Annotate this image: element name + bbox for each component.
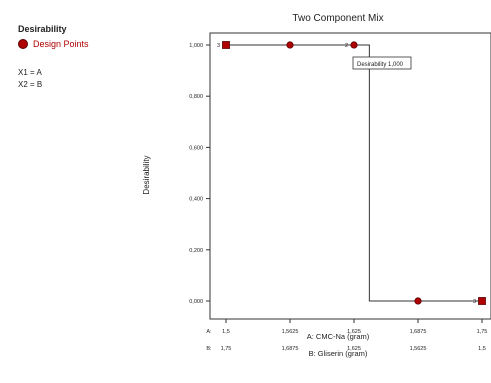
y-axis-label: Desirability xyxy=(142,155,151,194)
x-tick-label-b: 1,75 xyxy=(221,346,232,352)
y-tick-label: 0,800 xyxy=(189,94,203,100)
x-row-prefix-a: A: xyxy=(206,329,212,335)
y-tick-label: 0,200 xyxy=(189,248,203,254)
legend-title: Desirability xyxy=(18,24,67,34)
design-point-circle xyxy=(350,41,358,49)
desirability-tooltip: Desirability 1,000 xyxy=(352,56,412,70)
x-tick-label-b: 1,5 xyxy=(478,346,486,352)
chart-title: Two Component Mix xyxy=(292,13,383,24)
series-line xyxy=(226,44,482,302)
design-point-square xyxy=(478,297,486,305)
design-point-circle xyxy=(414,297,422,305)
design-point-count-label: 2 xyxy=(345,43,348,49)
y-tick-label: 1,000 xyxy=(189,43,203,49)
variable-mapping: X1 = A X2 = B xyxy=(18,67,42,91)
legend-design-points-label: Design Points xyxy=(33,39,89,49)
y-axis: 0,000 0,200 0,400 0,600 0,800 1,000 xyxy=(189,43,210,305)
x-tick-label-a: 1,5 xyxy=(222,329,230,335)
x-tick-label-a: 1,6875 xyxy=(410,329,427,335)
x-tick-label-b: 1,6875 xyxy=(282,346,299,352)
x-row-prefix-b: B: xyxy=(206,346,212,352)
x-tick-label-a: 1,75 xyxy=(477,329,488,335)
x-axis: 1,5 1,75 1,5625 1,6875 1,625 1,625 1,6875 1,562… xyxy=(221,319,488,352)
design-point-square xyxy=(222,41,230,49)
mapping-x2: X2 = B xyxy=(18,80,43,89)
tooltip-box xyxy=(352,56,412,70)
x-tick-label-b: 1,5625 xyxy=(410,346,427,352)
design-point-count-label: 3 xyxy=(473,299,476,305)
x-axis-label-b: B: Gliserin (gram) xyxy=(309,349,368,358)
legend-design-points: Design Points xyxy=(18,39,89,49)
mapping-x1: X1 = A xyxy=(18,68,42,77)
x-tick-label-a: 1,625 xyxy=(347,329,361,335)
y-tick-label: 0,600 xyxy=(189,145,203,151)
design-point-count-label: 3 xyxy=(217,43,220,49)
design-points: 3 2 3 xyxy=(217,41,486,305)
x-axis-label-a: A: CMC-Na (gram) xyxy=(307,332,370,341)
plot-frame xyxy=(209,32,491,320)
x-tick-label-a: 1,5625 xyxy=(282,329,299,335)
y-tick-label: 0,400 xyxy=(189,197,203,203)
design-point-circle xyxy=(286,41,294,49)
x-tick-label-b: 1,625 xyxy=(347,346,361,352)
y-tick-label: 0,000 xyxy=(189,299,203,305)
tooltip-text: Desirability 1,000 xyxy=(357,62,404,68)
design-point-marker-icon xyxy=(18,39,28,49)
legend: Desirability Design Points xyxy=(18,24,89,49)
